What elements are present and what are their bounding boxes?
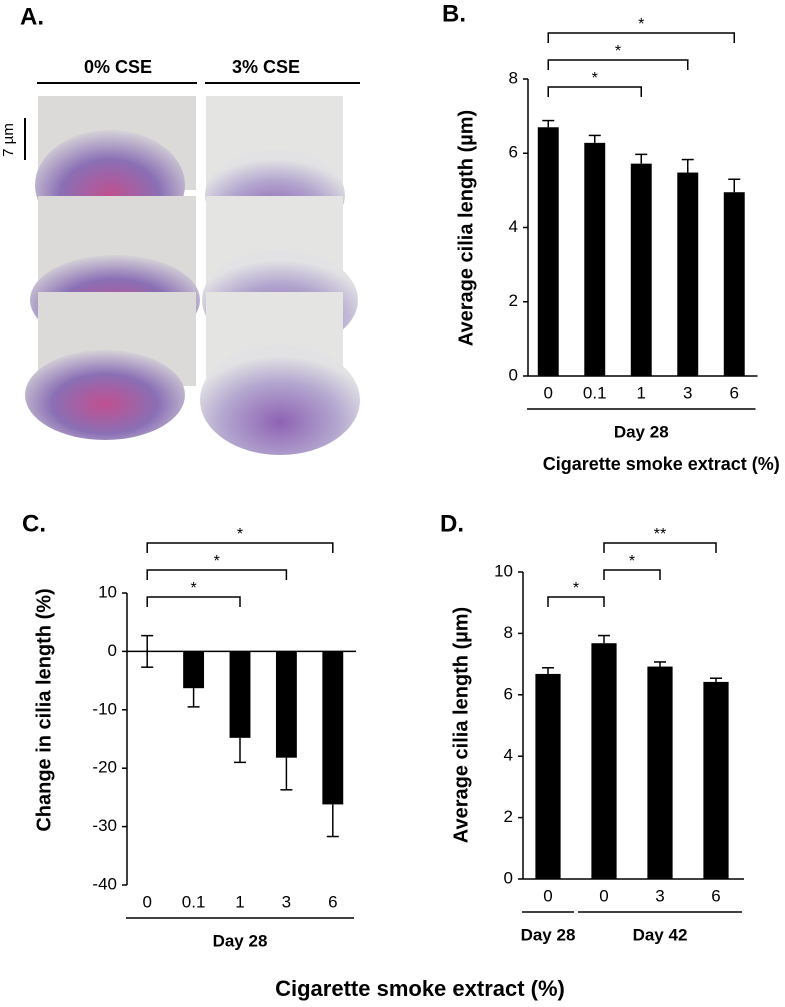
y-tick-label: 8 [509,68,518,87]
group-label: Day 28 [521,925,576,944]
x-tick-label: 6 [730,383,739,402]
y-tick-label: 0 [504,868,513,887]
y-tick-label: 8 [504,623,513,642]
y-tick-label: -10 [92,699,117,718]
x-tick-label: 0 [544,383,553,402]
significance-label: * [190,580,196,597]
group-label: Day 28 [614,422,669,441]
x-axis-title: Cigarette smoke extract (%) [543,454,780,474]
significance-label: ** [654,526,666,543]
bar [647,666,673,879]
bar [677,172,699,376]
significance-label: * [615,43,621,60]
significance-bracket [547,32,735,43]
y-tick-label: 2 [509,291,518,310]
bar [584,142,606,376]
column-label: 3% CSE [232,57,300,77]
y-axis-title: Change in cilia length (%) [33,588,55,831]
y-tick-label: 0 [509,365,518,384]
micrographs [25,96,360,455]
x-axis-title: Cigarette smoke extract (%) [275,976,565,1001]
bar [322,651,344,805]
x-tick-label: 0 [142,892,151,911]
significance-label: * [638,16,644,33]
bar [183,651,205,689]
bar [703,681,729,879]
bar [537,127,559,376]
panel-a: A. 0% CSE 3% CSE 7 µm [0,3,360,455]
bar [591,643,617,879]
x-tick-label: 3 [683,383,692,402]
significance-label: * [214,553,220,570]
y-tick-label: -40 [92,874,117,893]
significance-bracket [547,596,605,607]
x-tick-label: 6 [328,892,337,911]
group-label: Day 28 [213,931,268,950]
significance-bracket [603,569,661,580]
scale-label: 7 µm [0,123,17,157]
significance-bracket [146,596,241,607]
significance-label: * [592,70,598,87]
x-tick-label: 3 [282,892,291,911]
x-tick-label: 1 [235,892,244,911]
panel-label: B. [442,0,466,27]
bar [630,163,652,376]
y-tick-label: 4 [504,746,513,765]
panel-label: C. [22,510,46,537]
bar [723,192,745,376]
y-tick-label: 10 [494,561,513,580]
x-tick-label: 0.1 [182,892,206,911]
x-tick-label: 3 [655,886,664,905]
x-tick-label: 1 [637,383,646,402]
significance-bracket [146,569,288,580]
y-tick-label: 0 [108,641,117,660]
significance-label: * [573,580,579,597]
x-tick-label: 0.1 [583,383,607,402]
y-axis-title: Average cilia length (µm) [450,607,472,843]
y-tick-label: 2 [504,807,513,826]
bar [229,651,251,738]
y-tick-label: 6 [509,143,518,162]
y-tick-label: 4 [509,217,518,236]
y-tick-label: 6 [504,684,513,703]
significance-bracket [146,542,334,553]
y-tick-label: -30 [92,816,117,835]
significance-label: * [629,553,635,570]
significance-bracket [547,86,642,97]
significance-label: * [237,526,243,543]
y-tick-label: 10 [98,582,117,601]
column-label: 0% CSE [84,57,152,77]
bar [535,673,561,879]
panel-label: A. [20,3,44,30]
significance-bracket [603,542,717,553]
y-tick-label: -20 [92,758,117,777]
group-label: Day 42 [633,925,688,944]
x-tick-label: 0 [599,886,608,905]
significance-bracket [547,59,689,70]
y-axis-title: Average cilia length (µm) [455,110,477,346]
x-tick-label: 0 [543,886,552,905]
x-tick-label: 6 [711,886,720,905]
bar [275,651,297,758]
panel-label: D. [440,510,464,537]
